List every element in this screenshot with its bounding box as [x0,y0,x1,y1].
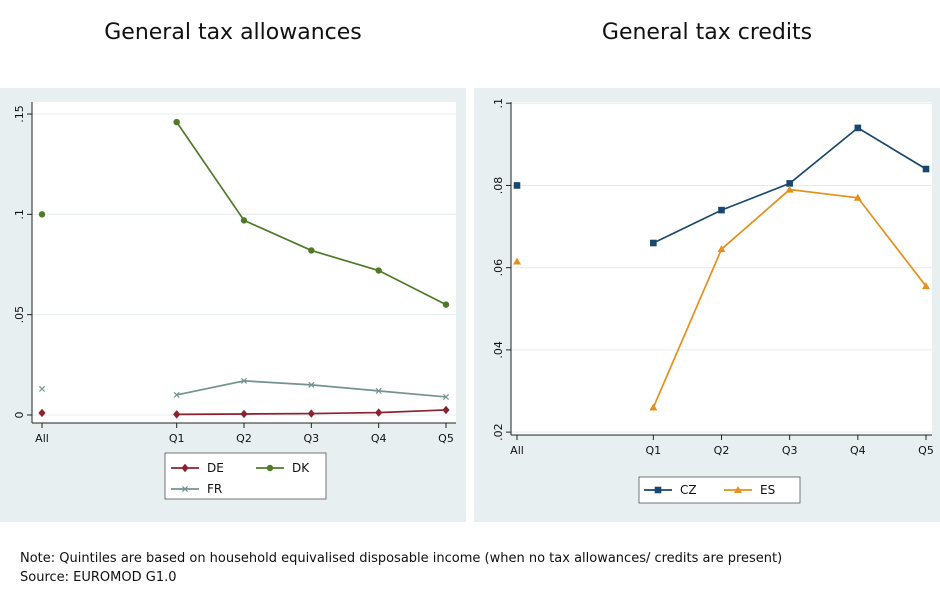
data-point-cz [650,239,657,247]
credits-chart-svg: .02 .04 .06 .08 .1 All Q1 Q2 Q3 Q4 Q5 CZ ES [492,98,934,504]
data-point-de [442,405,450,415]
data-point-es [853,193,862,201]
data-point-fr-all [38,385,46,392]
data-point-de [240,409,248,419]
legend-label: CZ [680,483,697,497]
legend-entry-cz: CZ [644,483,697,497]
data-point-de-all [38,408,46,418]
legend-label: DK [292,461,310,475]
legend-entry-dk: DK [256,461,310,475]
x-tick-label: Q1 [645,444,661,457]
x-tick-label: Q2 [714,444,730,457]
legend-marker [181,485,189,493]
x-tick-label: Q5 [918,444,934,457]
data-point-de [173,410,181,419]
data-point-fr [308,381,315,388]
data-point-dk-all [38,211,46,218]
series-de [38,405,450,419]
legend-entry-de: DE [171,461,224,475]
legend-label: DE [207,461,224,475]
series-es [513,185,930,411]
data-point-es [649,403,658,411]
data-point-cz [854,124,862,132]
source-line: Source: EUROMOD G1.0 [20,570,177,585]
x-tick-label: Q3 [303,432,319,445]
plot-area [32,102,456,423]
data-point-es [785,185,794,193]
x-tick-label: Q1 [169,432,185,445]
data-point-es-all [513,257,521,265]
legend-box [164,452,327,500]
series-fr [38,377,450,400]
x-tick-label: Q4 [371,432,387,445]
data-point-fr [375,387,382,394]
chart-panel-credits: .02 .04 .06 .08 .1 All Q1 Q2 Q3 Q4 Q5 CZ ES [474,88,940,522]
legend-entry-es: ES [724,483,775,497]
x-tick-label: Q4 [850,444,866,457]
data-point-es [922,282,930,290]
data-point-fr [240,377,248,384]
chart-title-credits: General tax credits [601,20,813,45]
x-tick-label: All [35,432,49,445]
y-tick-label: .06 [492,259,505,277]
y-tick-label: .04 [492,341,505,359]
x-tick-label: Q2 [236,432,252,445]
data-point-cz [786,180,793,187]
data-point-cz [922,165,930,173]
y-tick-label: .08 [492,177,505,195]
y-tick-label: .1 [13,209,26,220]
chart-title-allowances: General tax allowances [104,20,362,45]
data-point-de [375,408,383,417]
x-tick-label: All [510,444,524,457]
data-point-fr [442,393,450,400]
data-point-dk [173,118,180,126]
chart-panel-allowances: 0 .05 .1 .15 All Q1 Q2 Q3 Q4 Q5 DE DK FR [0,88,466,522]
data-point-es [717,245,726,253]
y-tick-label: .1 [492,98,505,109]
y-tick-label: .15 [13,105,26,123]
data-point-dk [375,267,382,274]
legend-label: ES [760,483,775,497]
legend-marker [734,486,742,493]
y-tick-label: .02 [492,423,505,441]
data-point-dk [442,301,450,308]
data-point-de [307,409,315,418]
x-tick-label: Q3 [782,444,798,457]
legend-marker [654,486,662,494]
legend-marker [181,463,189,473]
x-tick-label: Q5 [438,432,454,445]
data-point-cz [718,206,725,214]
y-tick-label: .05 [13,306,26,324]
y-tick-label: 0 [13,411,26,418]
footnote: Note: Quintiles are based on household e… [20,551,783,566]
series-dk [38,118,450,308]
data-point-dk [308,247,315,254]
legend-label: FR [207,482,222,496]
allowances-chart-svg: 0 .05 .1 .15 All Q1 Q2 Q3 Q4 Q5 DE DK FR [13,102,456,500]
data-point-dk [240,217,248,224]
series-cz [513,124,930,247]
data-point-cz-all [513,182,521,189]
data-point-fr [173,391,180,398]
plot-area [511,102,932,435]
legend-marker [266,464,274,472]
legend-entry-fr: FR [171,482,222,496]
